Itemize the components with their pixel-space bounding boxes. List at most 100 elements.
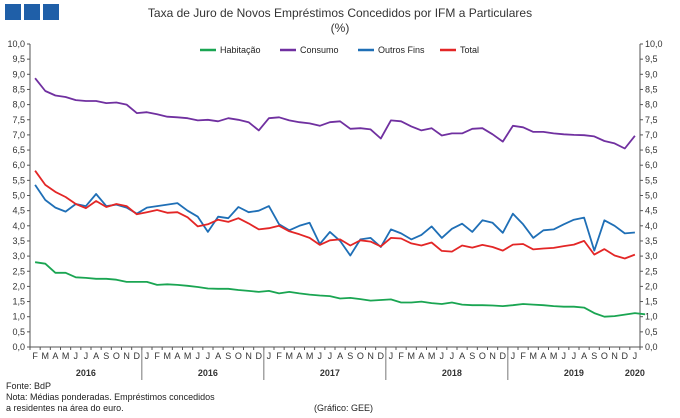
x-tick-label: A <box>581 351 587 361</box>
legend-label: Total <box>460 45 479 55</box>
x-tick-label: A <box>296 351 302 361</box>
y-tick-label-right: 5,0 <box>645 191 658 201</box>
x-tick-label: D <box>256 351 263 361</box>
x-tick-label: J <box>206 351 211 361</box>
y-tick-label-right: 1,5 <box>645 297 658 307</box>
x-tick-label: O <box>479 351 486 361</box>
y-tick-label-left: 2,5 <box>12 266 25 276</box>
y-tick-label-right: 0,5 <box>645 327 658 337</box>
x-tick-label: J <box>328 351 333 361</box>
x-tick-label: A <box>93 351 99 361</box>
logo-square <box>5 4 21 20</box>
legend-label: Outros Fins <box>378 45 425 55</box>
year-label: 2018 <box>442 368 462 378</box>
x-tick-label: M <box>306 351 314 361</box>
x-tick-label: F <box>276 351 282 361</box>
y-tick-label-left: 8,0 <box>12 100 25 110</box>
y-tick-label-right: 6,5 <box>645 145 658 155</box>
source-note: Fonte: BdP <box>6 381 52 391</box>
y-tick-label-right: 4,5 <box>645 206 658 216</box>
x-tick-label: A <box>215 351 221 361</box>
series-line <box>34 170 636 260</box>
x-tick-label: F <box>32 351 38 361</box>
y-tick-label-right: 3,5 <box>645 236 658 246</box>
y-tick-label-right: 2,0 <box>645 281 658 291</box>
x-tick-label: D <box>500 351 507 361</box>
x-tick-label: M <box>62 351 70 361</box>
y-tick-label-left: 0,5 <box>12 327 25 337</box>
y-tick-label-right: 2,5 <box>645 266 658 276</box>
legend-label: Habitação <box>220 45 261 55</box>
y-tick-label-right: 7,0 <box>645 130 658 140</box>
footnote-line2: a residentes na área do euro. <box>6 403 124 413</box>
x-tick-label: N <box>489 351 496 361</box>
y-tick-label-right: 0,0 <box>645 342 658 352</box>
x-tick-label: F <box>154 351 160 361</box>
chart-credit: (Gráfico: GEE) <box>314 403 374 413</box>
y-tick-label-left: 9,5 <box>12 54 25 64</box>
x-tick-label: M <box>550 351 558 361</box>
y-tick-label-left: 1,5 <box>12 297 25 307</box>
x-tick-label: A <box>174 351 180 361</box>
y-tick-label-left: 9,0 <box>12 69 25 79</box>
x-tick-label: J <box>633 351 638 361</box>
x-tick-label: M <box>286 351 294 361</box>
y-tick-label-right: 10,0 <box>645 39 663 49</box>
y-tick-label-right: 4,0 <box>645 221 658 231</box>
y-tick-label-left: 6,0 <box>12 160 25 170</box>
x-tick-label: J <box>562 351 567 361</box>
x-tick-label: J <box>511 351 516 361</box>
x-tick-label: J <box>84 351 89 361</box>
x-tick-label: A <box>459 351 465 361</box>
y-tick-label-right: 7,5 <box>645 115 658 125</box>
x-tick-label: O <box>357 351 364 361</box>
y-tick-label-right: 8,0 <box>645 100 658 110</box>
x-tick-label: J <box>318 351 323 361</box>
x-tick-label: A <box>337 351 343 361</box>
x-tick-label: J <box>572 351 577 361</box>
y-tick-label-right: 6,0 <box>645 160 658 170</box>
y-tick-label-right: 9,0 <box>645 69 658 79</box>
year-label: 2017 <box>320 368 340 378</box>
x-tick-label: S <box>591 351 597 361</box>
x-tick-label: D <box>378 351 385 361</box>
x-tick-label: O <box>601 351 608 361</box>
series-line <box>34 77 636 150</box>
x-tick-label: N <box>123 351 130 361</box>
y-tick-label-left: 1,0 <box>12 312 25 322</box>
y-tick-label-left: 6,5 <box>12 145 25 155</box>
x-tick-label: J <box>74 351 79 361</box>
x-tick-label: S <box>103 351 109 361</box>
x-tick-label: M <box>408 351 416 361</box>
chart-title: Taxa de Juro de Novos Empréstimos Conced… <box>147 6 533 20</box>
y-tick-label-left: 3,0 <box>12 251 25 261</box>
x-tick-label: J <box>196 351 201 361</box>
series-line <box>34 184 635 257</box>
y-tick-label-left: 7,0 <box>12 130 25 140</box>
y-tick-label-right: 1,0 <box>645 312 658 322</box>
y-tick-label-left: 7,5 <box>12 115 25 125</box>
x-tick-label: A <box>418 351 424 361</box>
chart-subtitle: (%) <box>330 21 350 35</box>
x-tick-label: J <box>389 351 394 361</box>
x-tick-label: A <box>52 351 58 361</box>
x-tick-label: S <box>225 351 231 361</box>
x-tick-label: O <box>113 351 120 361</box>
x-tick-label: J <box>267 351 272 361</box>
x-tick-label: M <box>530 351 538 361</box>
x-tick-label: N <box>611 351 618 361</box>
y-tick-label-left: 8,5 <box>12 84 25 94</box>
x-tick-label: M <box>164 351 172 361</box>
x-tick-label: S <box>347 351 353 361</box>
year-label: 2016 <box>198 368 218 378</box>
legend-label: Consumo <box>300 45 339 55</box>
x-tick-label: J <box>450 351 455 361</box>
x-tick-label: J <box>145 351 150 361</box>
logo-square <box>43 4 59 20</box>
logo-square <box>24 4 40 20</box>
x-tick-label: N <box>245 351 252 361</box>
year-label: 2020 <box>625 368 645 378</box>
x-tick-label: D <box>134 351 141 361</box>
footnote-line1: Nota: Médias ponderadas. Empréstimos con… <box>6 392 215 402</box>
